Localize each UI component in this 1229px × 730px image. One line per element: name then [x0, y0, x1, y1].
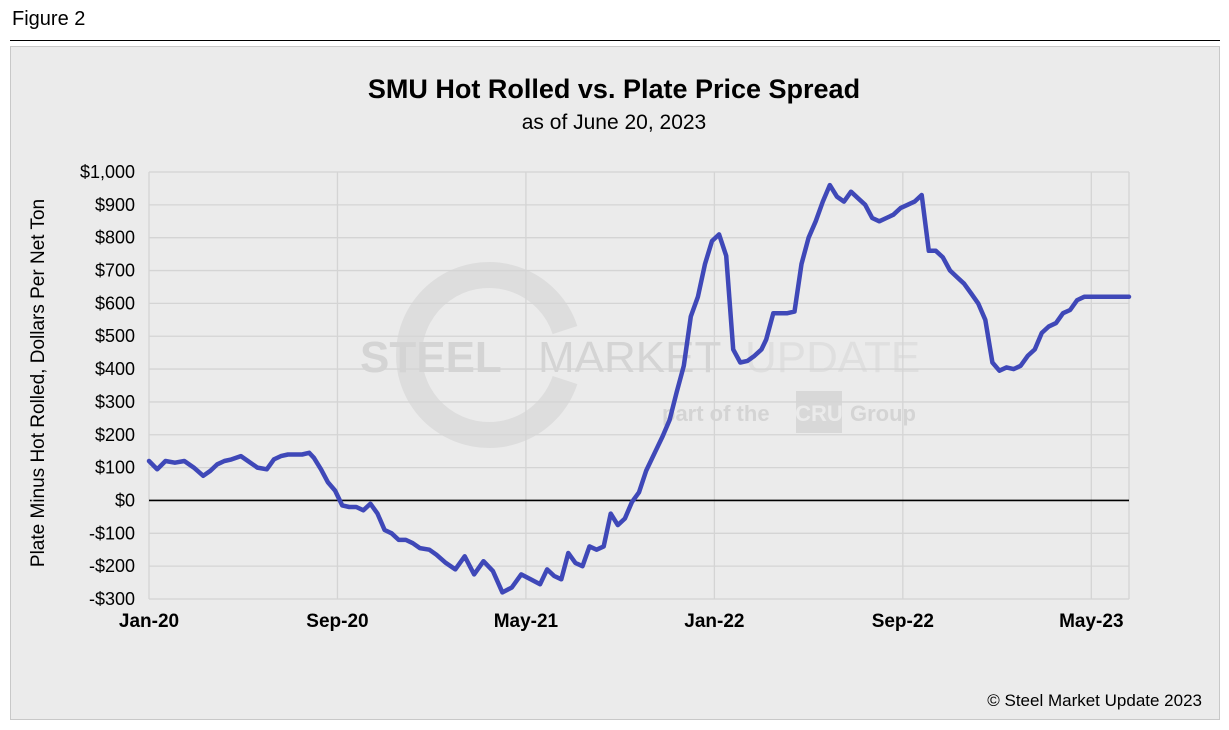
tick-labels: -$300 -$200 -$100 $0 $100 $200 $300 $400 $500 $60…	[80, 162, 1124, 632]
y-tick-label: $200	[95, 425, 135, 445]
series-line	[146, 182, 1132, 595]
y-tick-label: $1,000	[80, 162, 135, 182]
figure-label: Figure 2	[12, 8, 86, 30]
x-tick-label: Sep-20	[306, 611, 368, 632]
chart-title: SMU Hot Rolled vs. Plate Price Spread	[368, 74, 860, 104]
x-tick-label: May-23	[1059, 611, 1123, 632]
watermark-tag-suffix: Group	[850, 401, 916, 426]
y-tick-label: $700	[95, 261, 135, 281]
watermark-tag-logo: CRU	[795, 401, 843, 426]
y-tick-label: $100	[95, 458, 135, 478]
y-axis-label: Plate Minus Hot Rolled, Dollars Per Net …	[28, 199, 49, 567]
copyright-note: © Steel Market Update 2023	[987, 691, 1202, 710]
y-tick-label: $900	[95, 195, 135, 215]
x-tick-label: Sep-22	[872, 611, 934, 632]
y-tick-label: $500	[95, 326, 135, 346]
y-tick-label: $300	[95, 392, 135, 412]
watermark-tag-prefix: part of the	[662, 401, 770, 426]
x-tick-label: Jan-22	[684, 611, 744, 632]
watermark-brand-bold: STEEL	[360, 333, 502, 382]
watermark-brand-faint: UPDATE	[745, 333, 920, 382]
series-layer	[146, 182, 1132, 595]
figure-divider	[10, 40, 1220, 41]
watermark-swoosh-icon	[396, 262, 578, 448]
watermark: STEEL MARKET UPDATE part of the CRU Grou…	[360, 262, 920, 448]
watermark-cru-box	[796, 391, 842, 433]
x-tick-label: May-21	[494, 611, 559, 632]
y-tick-label: -$100	[89, 523, 135, 543]
gridlines	[148, 171, 1130, 600]
watermark-brand-light: MARKET	[538, 333, 721, 382]
chart-subtitle: as of June 20, 2023	[522, 111, 706, 134]
y-tick-label: $600	[95, 293, 135, 313]
chart-panel	[10, 46, 1220, 720]
y-tick-label: $0	[115, 490, 135, 510]
y-tick-label: $800	[95, 228, 135, 248]
x-tick-label: Jan-20	[119, 611, 179, 632]
y-tick-label: -$300	[89, 589, 135, 609]
y-tick-label: $400	[95, 359, 135, 379]
y-tick-label: -$200	[89, 556, 135, 576]
